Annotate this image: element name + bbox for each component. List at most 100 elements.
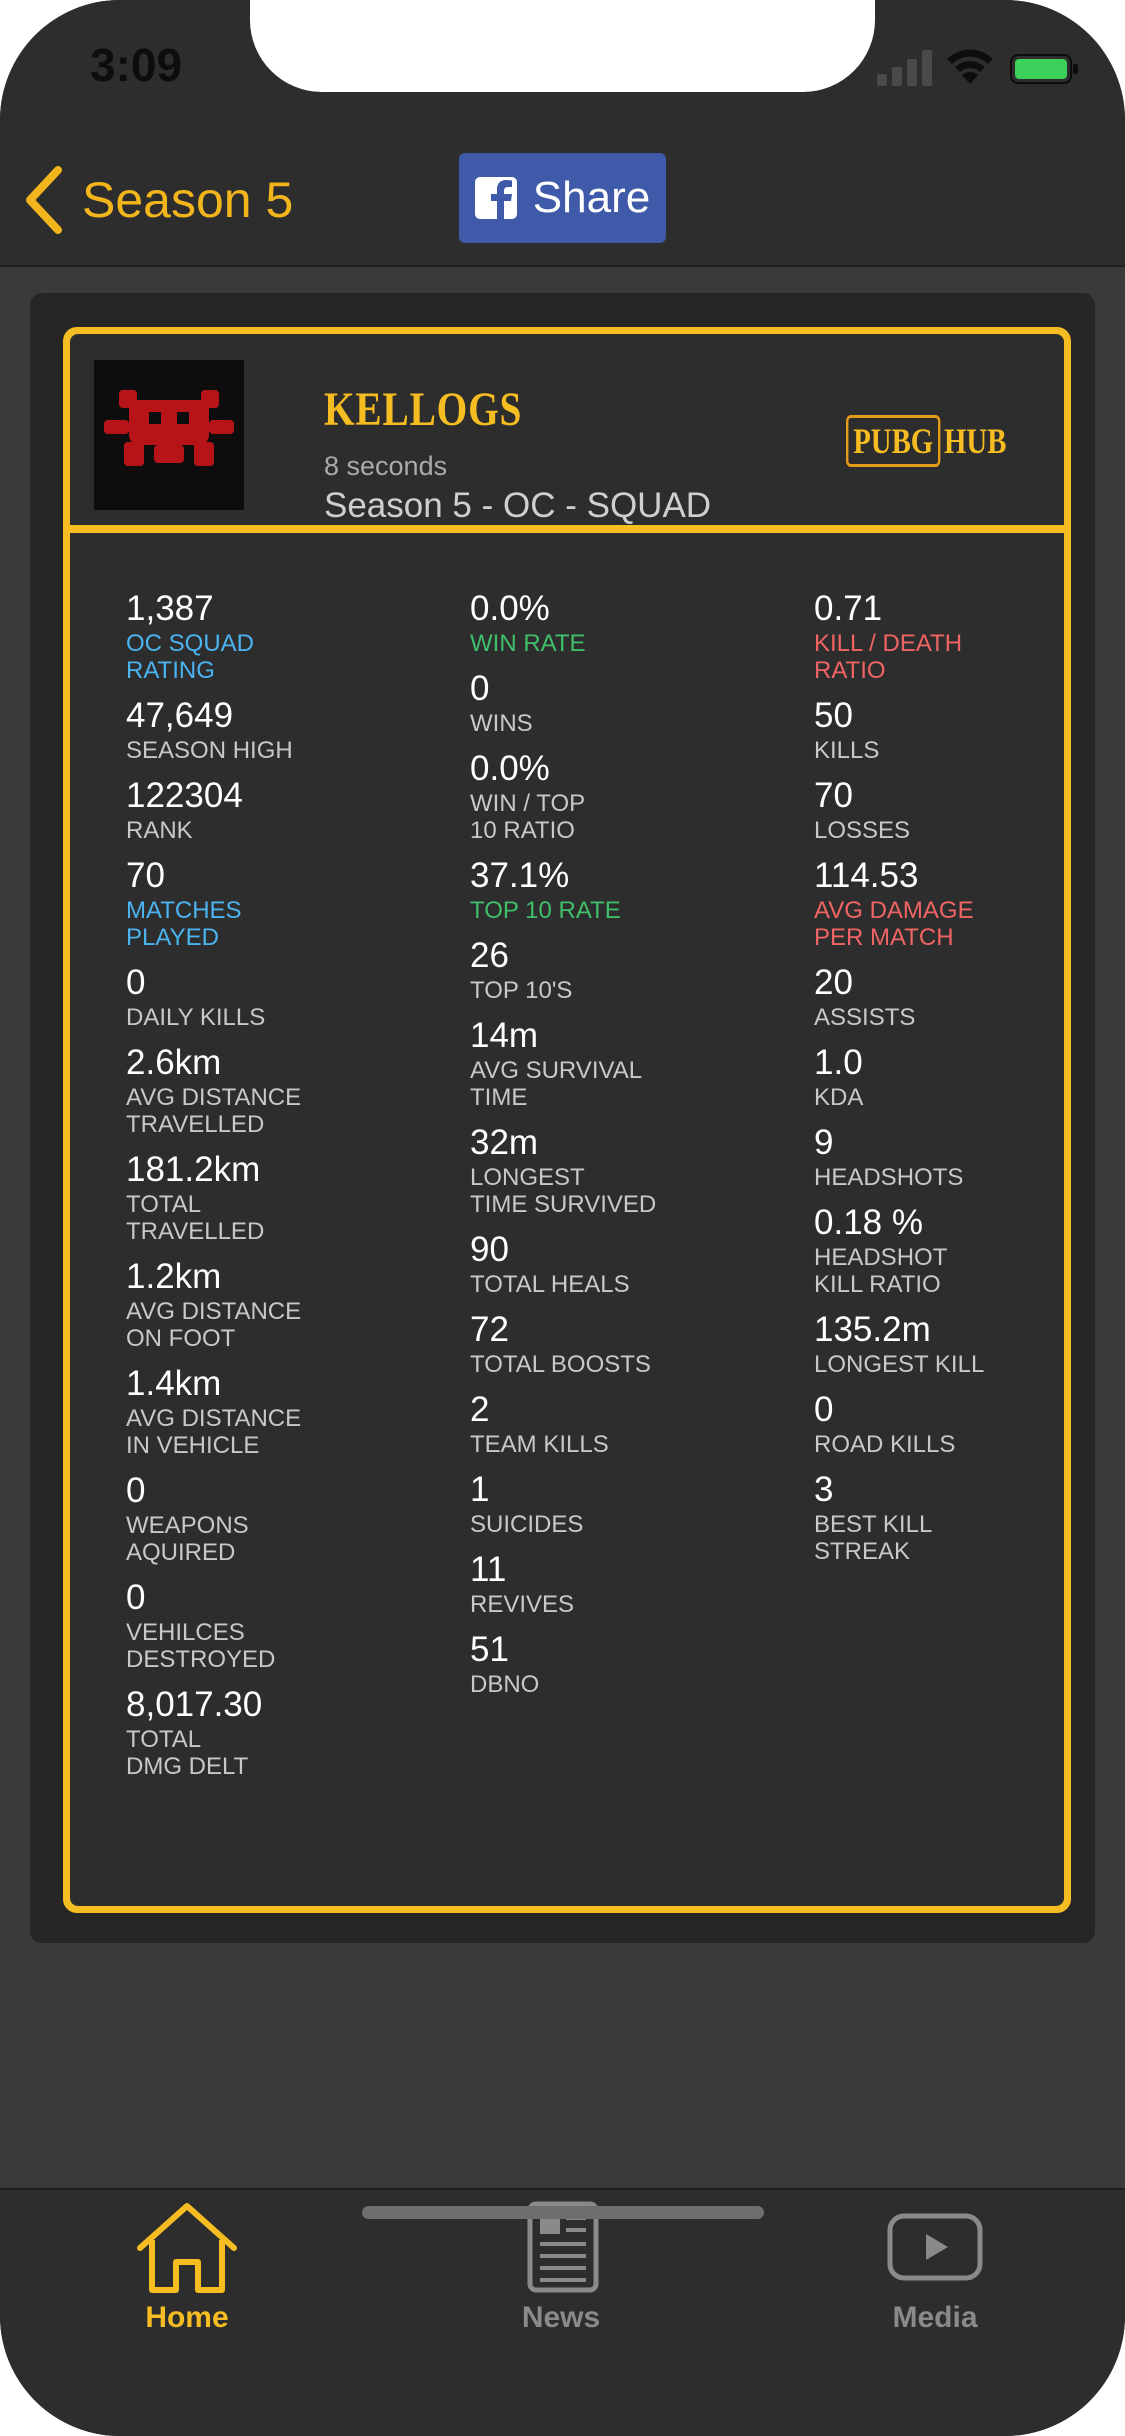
stat-item: 2 TEAM KILLS — [470, 1389, 770, 1458]
stat-value: 90 — [470, 1230, 509, 1269]
stat-value: 0 — [126, 963, 146, 1002]
stat-item: 114.53 AVG DAMAGE PER MATCH — [814, 855, 1114, 951]
stat-value: 8,017.30 — [126, 1685, 263, 1724]
stat-value: 1.4km — [126, 1364, 222, 1403]
tab-media[interactable]: Media — [835, 2200, 1035, 2335]
stat-item: 0.18 % HEADSHOT KILL RATIO — [814, 1202, 1114, 1298]
stat-item: 181.2km TOTAL TRAVELLED — [126, 1149, 426, 1245]
device-notch — [250, 0, 875, 92]
space-invader-icon — [104, 390, 234, 466]
stat-item: 47,649 SEASON HIGH — [126, 695, 426, 764]
stat-value: 11 — [470, 1550, 507, 1589]
stat-value: 32m — [470, 1123, 539, 1162]
stat-item: 32m LONGEST TIME SURVIVED — [470, 1122, 770, 1218]
tab-news[interactable]: News — [461, 2200, 661, 2335]
stat-value: 0 — [814, 1390, 834, 1429]
stat-item: 122304 RANK — [126, 775, 426, 844]
stat-value: 51 — [470, 1630, 509, 1669]
stat-item: 90 TOTAL HEALS — [470, 1229, 770, 1298]
stat-label: LONGEST KILL — [814, 1351, 985, 1378]
player-name: KELLOGS — [324, 383, 523, 436]
stat-label: WINS — [470, 710, 533, 737]
stat-label: BEST KILL STREAK — [814, 1511, 933, 1565]
stat-value: 114.53 — [814, 856, 919, 895]
stat-value: 3 — [814, 1470, 834, 1509]
last-updated: 8 seconds — [324, 451, 448, 481]
stat-label: AVG DISTANCE IN VEHICLE — [126, 1405, 302, 1459]
stat-label: TOTAL TRAVELLED — [126, 1191, 265, 1245]
navigation-bar: 3:09 Season 5 — [0, 0, 1125, 267]
stat-item: 0 WEAPONS AQUIRED — [126, 1470, 426, 1566]
stat-item: 3 BEST KILL STREAK — [814, 1469, 1114, 1565]
stats-grid: 1,387 OC SQUAD RATING 47,649 SEASON HIGH 122… — [70, 533, 1064, 1906]
stat-value: 26 — [470, 936, 509, 975]
stat-value: 0 — [126, 1578, 146, 1617]
stat-item: 0 DAILY KILLS — [126, 962, 426, 1031]
stat-item: 0 ROAD KILLS — [814, 1389, 1114, 1458]
stat-label: TOP 10's — [470, 977, 573, 1004]
stat-label: AVG SURVIVAL TIME — [470, 1057, 643, 1111]
stat-label: OC SQUAD RATING — [126, 630, 255, 684]
back-button[interactable]: Season 5 — [20, 160, 293, 240]
chevron-left-icon — [26, 166, 62, 234]
stat-value: 50 — [814, 696, 853, 735]
tab-media-label: Media — [892, 2301, 978, 2334]
stat-item: 20 ASSISTS — [814, 962, 1114, 1031]
facebook-icon — [474, 177, 517, 219]
logo-pubg-text: PUBG — [846, 415, 941, 467]
stat-label: SUICIDES — [470, 1511, 584, 1538]
stat-label: VEHILCES DESTROYED — [126, 1619, 276, 1673]
stat-item: 26 TOP 10's — [470, 935, 770, 1004]
tab-news-label: News — [521, 2301, 601, 2334]
stat-value: 0.0% — [470, 589, 550, 628]
stat-label: WIN RATE — [470, 630, 586, 657]
stat-value: 20 — [814, 963, 853, 1002]
stat-label: ASSISTS — [814, 1004, 916, 1031]
stats-column-2: 0.0% WIN RATE 0 WINS 0.0% WIN / TOP 10 RATIO 3… — [470, 588, 770, 1709]
stat-value: 0.71 — [814, 589, 883, 628]
stat-value: 37.1% — [470, 856, 570, 895]
stat-item: 70 LOSSES — [814, 775, 1114, 844]
stat-label: TOTAL HEALS — [470, 1271, 630, 1298]
stat-item: 0.0% WIN RATE — [470, 588, 770, 657]
stat-label: MATCHES PLAYED — [126, 897, 242, 951]
logo-hub-text: HUB — [944, 421, 1007, 461]
stat-value: 0 — [126, 1471, 146, 1510]
stat-label: KILLS — [814, 737, 880, 764]
stat-label: LOSSES — [814, 817, 911, 844]
share-label: Share — [532, 173, 651, 222]
stat-value: 1.0 — [814, 1043, 863, 1082]
stat-label: RANK — [126, 817, 193, 844]
stat-item: 11 REVIVES — [470, 1549, 770, 1618]
facebook-share-button[interactable]: Share — [459, 153, 666, 243]
cellular-signal-icon — [877, 50, 932, 86]
stat-label: WIN / TOP 10 RATIO — [470, 790, 586, 844]
battery-icon — [1010, 54, 1078, 84]
stat-item: 2.6km AVG DISTANCE TRAVELLED — [126, 1042, 426, 1138]
stat-value: 0.0% — [470, 749, 550, 788]
stats-panel: KELLOGS 8 seconds Season 5 - OC - SQUAD … — [30, 293, 1095, 1943]
stat-item: 0 WINS — [470, 668, 770, 737]
home-icon — [137, 2203, 237, 2293]
stat-value: 1 — [470, 1470, 490, 1509]
status-time: 3:09 — [90, 39, 183, 91]
stat-label: WEAPONS AQUIRED — [126, 1512, 249, 1566]
stat-label: HEADSHOT KILL RATIO — [814, 1244, 948, 1298]
stat-label: DBNO — [470, 1671, 540, 1698]
tab-home-label: Home — [145, 2301, 229, 2334]
tab-home[interactable]: Home — [87, 2200, 287, 2335]
stat-label: AVG DAMAGE PER MATCH — [814, 897, 974, 951]
stat-value: 1,387 — [126, 589, 214, 628]
pubg-hub-logo: PUBG HUB — [846, 406, 1032, 476]
play-icon — [887, 2213, 983, 2281]
stat-value: 9 — [814, 1123, 834, 1162]
stat-label: TOTAL DMG DELT — [126, 1726, 249, 1780]
stat-value: 72 — [470, 1310, 509, 1349]
stat-value: 0.18 % — [814, 1203, 923, 1242]
player-avatar — [94, 360, 244, 510]
stat-item: 50 KILLS — [814, 695, 1114, 764]
stat-value: 135.2m — [814, 1310, 931, 1349]
stat-item: 9 HEADSHOTS — [814, 1122, 1114, 1191]
stat-item: 51 DBNO — [470, 1629, 770, 1698]
stat-item: 1.0 KDA — [814, 1042, 1114, 1111]
